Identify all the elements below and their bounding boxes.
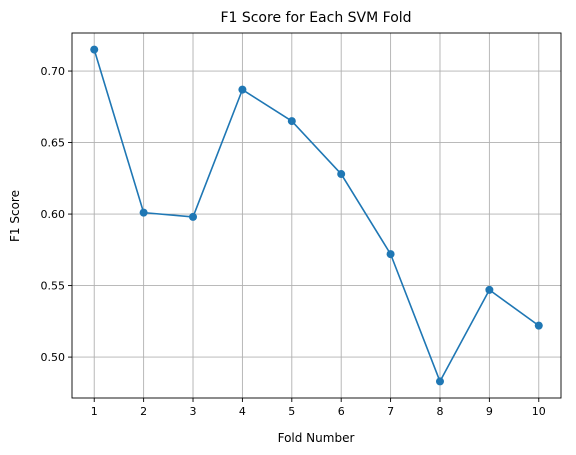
data-point-marker: [139, 208, 148, 217]
series: [90, 45, 543, 386]
x-tick-label: 6: [338, 405, 345, 418]
x-axis-ticks: 1 2 3 4 5 6 7 8 9 10: [91, 398, 546, 418]
data-point-marker: [435, 377, 444, 386]
x-tick-label: 5: [288, 405, 295, 418]
x-tick-label: 7: [387, 405, 394, 418]
x-axis-label: Fold Number: [278, 431, 355, 445]
y-axis-ticks: 0.50 0.55 0.60 0.65 0.70: [41, 65, 72, 364]
x-tick-label: 4: [239, 405, 246, 418]
x-tick-label: 10: [532, 405, 546, 418]
data-point-marker: [337, 170, 346, 179]
data-point-marker: [534, 321, 543, 330]
plot-area-frame: [71, 32, 562, 399]
data-point-marker: [238, 85, 247, 94]
grid: [72, 33, 561, 398]
y-tick-label: 0.50: [41, 351, 66, 364]
x-tick-label: 9: [486, 405, 493, 418]
y-axis-label: F1 Score: [8, 190, 22, 242]
x-tick-label: 1: [91, 405, 98, 418]
x-tick-label: 3: [190, 405, 197, 418]
data-point-marker: [90, 45, 99, 54]
y-tick-label: 0.65: [41, 137, 66, 150]
data-point-marker: [287, 117, 296, 126]
data-point-marker: [189, 212, 198, 221]
data-point-marker: [386, 250, 395, 259]
chart-title: F1 Score for Each SVM Fold: [220, 10, 411, 26]
x-tick-label: 8: [436, 405, 443, 418]
y-tick-label: 0.70: [41, 65, 66, 78]
x-tick-label: 2: [140, 405, 147, 418]
data-point-marker: [485, 285, 494, 294]
series-line: [93, 49, 540, 383]
y-tick-label: 0.55: [41, 280, 66, 293]
y-tick-label: 0.60: [41, 208, 66, 221]
